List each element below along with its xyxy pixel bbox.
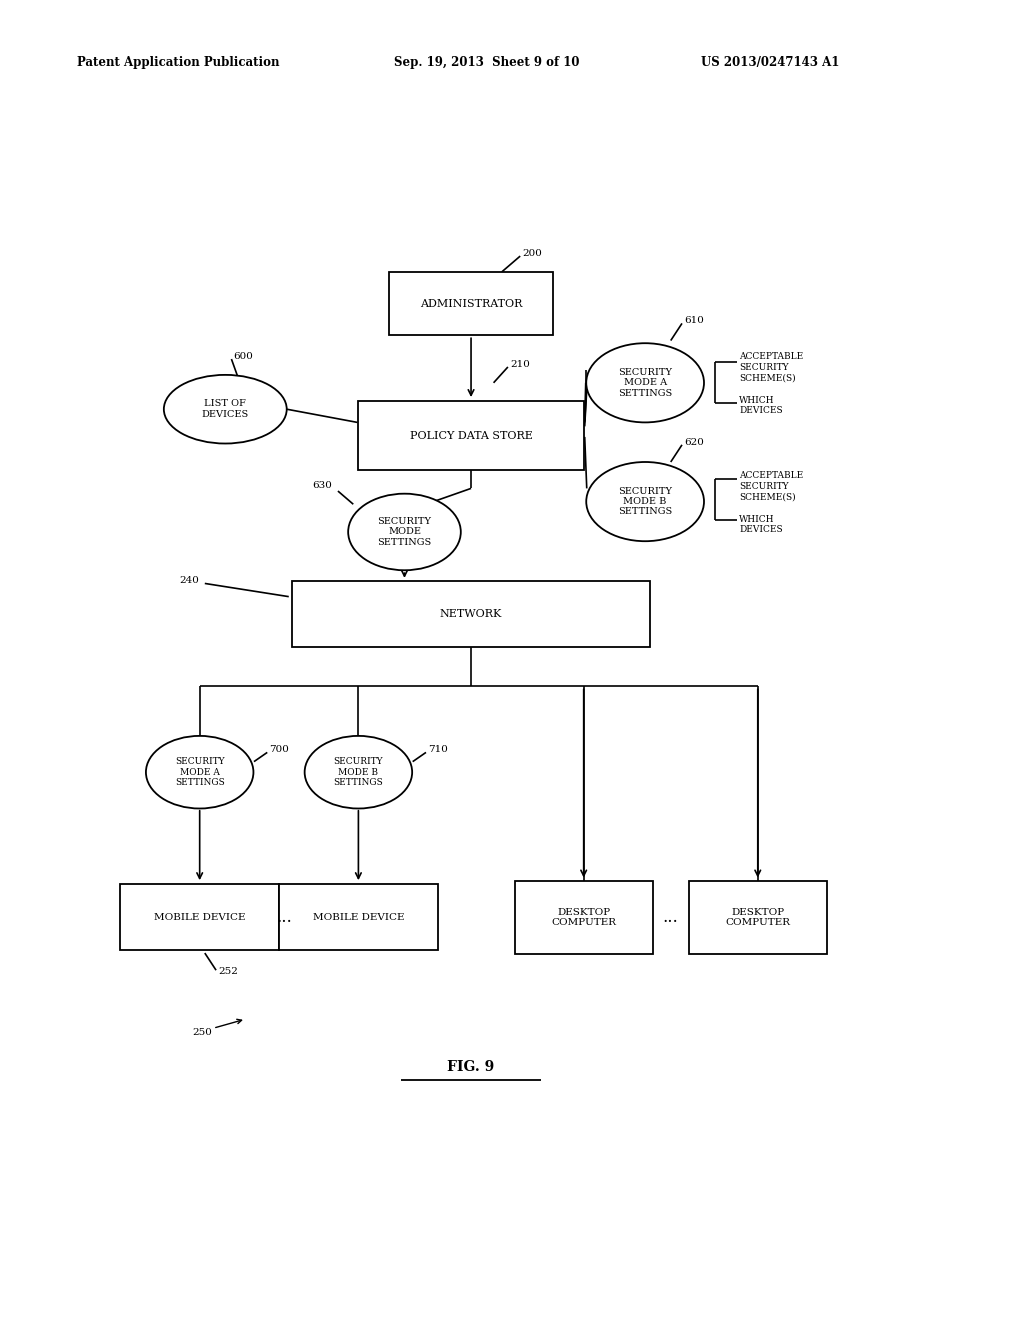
FancyBboxPatch shape — [389, 272, 553, 335]
Text: MOBILE DEVICE: MOBILE DEVICE — [154, 913, 246, 921]
Text: SECURITY
MODE A
SETTINGS: SECURITY MODE A SETTINGS — [175, 758, 224, 787]
Text: 600: 600 — [233, 352, 253, 360]
Text: MOBILE DEVICE: MOBILE DEVICE — [312, 913, 404, 921]
Text: US 2013/0247143 A1: US 2013/0247143 A1 — [701, 55, 840, 69]
Text: DESKTOP
COMPUTER: DESKTOP COMPUTER — [551, 908, 616, 927]
Text: ...: ... — [276, 909, 293, 925]
Text: 710: 710 — [428, 746, 447, 754]
Text: ADMINISTRATOR: ADMINISTRATOR — [420, 298, 522, 309]
Ellipse shape — [164, 375, 287, 444]
Text: NETWORK: NETWORK — [440, 609, 502, 619]
Ellipse shape — [586, 462, 705, 541]
FancyBboxPatch shape — [121, 884, 279, 950]
Text: 700: 700 — [269, 746, 289, 754]
Text: ACCEPTABLE
SECURITY
SCHEME(S): ACCEPTABLE SECURITY SCHEME(S) — [739, 471, 804, 502]
Text: 610: 610 — [684, 317, 703, 325]
Ellipse shape — [146, 737, 254, 808]
Text: FIG. 9: FIG. 9 — [447, 1060, 495, 1073]
Text: WHICH
DEVICES: WHICH DEVICES — [739, 515, 783, 535]
Text: SECURITY
MODE A
SETTINGS: SECURITY MODE A SETTINGS — [618, 368, 672, 397]
Text: SECURITY
MODE B
SETTINGS: SECURITY MODE B SETTINGS — [618, 487, 672, 516]
FancyBboxPatch shape — [358, 401, 584, 470]
Text: POLICY DATA STORE: POLICY DATA STORE — [410, 430, 532, 441]
Text: Patent Application Publication: Patent Application Publication — [77, 55, 280, 69]
Ellipse shape — [348, 494, 461, 570]
Text: 630: 630 — [312, 482, 332, 490]
Ellipse shape — [586, 343, 705, 422]
Text: ACCEPTABLE
SECURITY
SCHEME(S): ACCEPTABLE SECURITY SCHEME(S) — [739, 352, 804, 383]
Text: 620: 620 — [684, 438, 703, 446]
Text: SECURITY
MODE B
SETTINGS: SECURITY MODE B SETTINGS — [334, 758, 383, 787]
Text: 240: 240 — [179, 577, 199, 585]
Text: Sep. 19, 2013  Sheet 9 of 10: Sep. 19, 2013 Sheet 9 of 10 — [394, 55, 580, 69]
Text: WHICH
DEVICES: WHICH DEVICES — [739, 396, 783, 416]
FancyBboxPatch shape — [688, 882, 827, 953]
Text: DESKTOP
COMPUTER: DESKTOP COMPUTER — [725, 908, 791, 927]
FancyBboxPatch shape — [279, 884, 438, 950]
Text: 210: 210 — [510, 360, 529, 368]
Text: 200: 200 — [522, 249, 542, 257]
Text: ...: ... — [663, 909, 679, 925]
Ellipse shape — [305, 737, 412, 808]
Text: 250: 250 — [193, 1028, 212, 1036]
FancyBboxPatch shape — [292, 581, 650, 647]
Text: 252: 252 — [218, 968, 238, 975]
Text: SECURITY
MODE
SETTINGS: SECURITY MODE SETTINGS — [378, 517, 431, 546]
Text: LIST OF
DEVICES: LIST OF DEVICES — [202, 400, 249, 418]
FancyBboxPatch shape — [514, 882, 653, 953]
